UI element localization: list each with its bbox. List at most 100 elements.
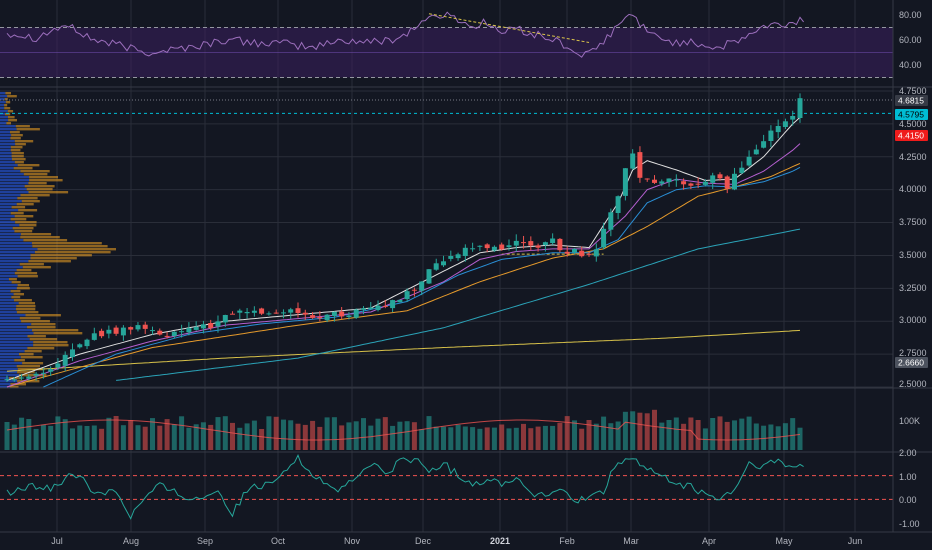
candle-body[interactable]	[411, 289, 417, 291]
candle-body[interactable]	[535, 245, 541, 248]
price-panel[interactable]	[0, 92, 893, 389]
volume-bar[interactable]	[761, 425, 767, 450]
candle-body[interactable]	[579, 250, 585, 257]
candle-body[interactable]	[19, 377, 25, 379]
candle-body[interactable]	[797, 98, 803, 118]
volume-bar[interactable]	[33, 428, 39, 450]
candle-body[interactable]	[339, 311, 345, 317]
candle-body[interactable]	[462, 247, 468, 256]
volume-bar[interactable]	[244, 423, 250, 450]
candle-body[interactable]	[171, 331, 177, 336]
volume-bar[interactable]	[739, 418, 745, 450]
candle-body[interactable]	[652, 179, 657, 183]
candle-body[interactable]	[695, 183, 701, 185]
candle-body[interactable]	[200, 324, 206, 329]
volume-bar[interactable]	[790, 418, 796, 450]
candle-body[interactable]	[390, 300, 396, 309]
volume-bar[interactable]	[390, 425, 396, 450]
volume-bar[interactable]	[179, 416, 185, 450]
candle-body[interactable]	[688, 183, 694, 186]
volume-bar[interactable]	[652, 409, 657, 450]
candle-body[interactable]	[542, 242, 548, 246]
candle-body[interactable]	[99, 330, 105, 337]
candlesticks[interactable]	[4, 93, 803, 382]
candle-body[interactable]	[4, 379, 10, 381]
candle-body[interactable]	[317, 317, 323, 319]
candle-body[interactable]	[77, 344, 83, 348]
volume-bar[interactable]	[48, 425, 54, 450]
volume-bar[interactable]	[637, 412, 643, 450]
candle-body[interactable]	[55, 363, 61, 368]
candle-body[interactable]	[557, 238, 563, 251]
volume-bar[interactable]	[266, 416, 272, 450]
candle-body[interactable]	[142, 324, 148, 329]
candle-body[interactable]	[550, 238, 556, 244]
volume-bar[interactable]	[55, 416, 61, 450]
volume-bar[interactable]	[295, 423, 301, 450]
volume-bar[interactable]	[40, 424, 46, 450]
candle-body[interactable]	[615, 196, 621, 213]
volume-bar[interactable]	[324, 417, 330, 450]
volume-bar[interactable]	[499, 424, 505, 451]
volume-bar[interactable]	[717, 416, 723, 450]
volume-bar[interactable]	[470, 427, 476, 450]
candle-body[interactable]	[237, 310, 243, 313]
volume-bar[interactable]	[339, 425, 345, 450]
candle-body[interactable]	[601, 228, 607, 248]
candle-body[interactable]	[84, 339, 90, 347]
volume-bar[interactable]	[84, 426, 90, 450]
volume-bar[interactable]	[128, 420, 134, 450]
volume-bar[interactable]	[622, 411, 628, 450]
volume-bar[interactable]	[411, 422, 417, 450]
candle-body[interactable]	[91, 333, 97, 340]
volume-bar[interactable]	[19, 417, 25, 450]
volume-bar[interactable]	[230, 422, 235, 450]
volume-bar[interactable]	[659, 422, 665, 450]
volume-bar[interactable]	[404, 421, 410, 450]
volume-bar[interactable]	[281, 419, 286, 450]
volume-bar[interactable]	[135, 425, 141, 450]
candle-body[interactable]	[281, 312, 286, 314]
candle-body[interactable]	[470, 248, 476, 250]
volume-bar[interactable]	[215, 417, 221, 450]
volume-bar[interactable]	[601, 416, 607, 450]
volume-bar[interactable]	[382, 417, 388, 450]
time-axis[interactable]: Jul Aug Sep Oct Nov Dec 2021 Feb Mar Apr…	[51, 536, 862, 546]
volume-bar[interactable]	[477, 428, 483, 450]
rsi-axis[interactable]: 80.00 60.00 40.00	[899, 10, 922, 70]
volume-bar[interactable]	[419, 429, 425, 450]
volume-bar[interactable]	[77, 425, 83, 451]
volume-bar[interactable]	[11, 424, 17, 450]
candle-body[interactable]	[230, 313, 235, 315]
candle-body[interactable]	[135, 325, 141, 330]
candle-body[interactable]	[331, 311, 337, 316]
volume-bar[interactable]	[724, 421, 730, 450]
volume-bar[interactable]	[550, 425, 556, 450]
volume-bar[interactable]	[193, 424, 199, 450]
candle-body[interactable]	[659, 181, 665, 184]
volume-bar[interactable]	[557, 422, 563, 450]
volume-bar[interactable]	[310, 420, 316, 450]
volume-bar[interactable]	[375, 418, 381, 450]
rsi-trendline[interactable]	[428, 13, 590, 43]
candle-body[interactable]	[244, 312, 250, 314]
volume-bar[interactable]	[171, 424, 177, 450]
candle-body[interactable]	[710, 175, 716, 183]
candle-body[interactable]	[273, 312, 279, 314]
volume-bar[interactable]	[542, 425, 548, 450]
volume-bar[interactable]	[397, 421, 403, 450]
volume-bar[interactable]	[579, 428, 585, 450]
volume-bar[interactable]	[775, 426, 781, 450]
candle-body[interactable]	[491, 246, 497, 251]
volume-bar[interactable]	[513, 427, 519, 450]
volume-bar[interactable]	[564, 416, 570, 450]
candle-body[interactable]	[70, 349, 75, 358]
candle-body[interactable]	[106, 329, 112, 334]
candle-body[interactable]	[310, 315, 316, 318]
volume-bar[interactable]	[695, 420, 701, 450]
volume-bar[interactable]	[150, 418, 155, 450]
volume-bar[interactable]	[710, 418, 716, 450]
candle-body[interactable]	[455, 254, 461, 259]
candle-body[interactable]	[761, 141, 767, 148]
candle-body[interactable]	[746, 156, 752, 166]
